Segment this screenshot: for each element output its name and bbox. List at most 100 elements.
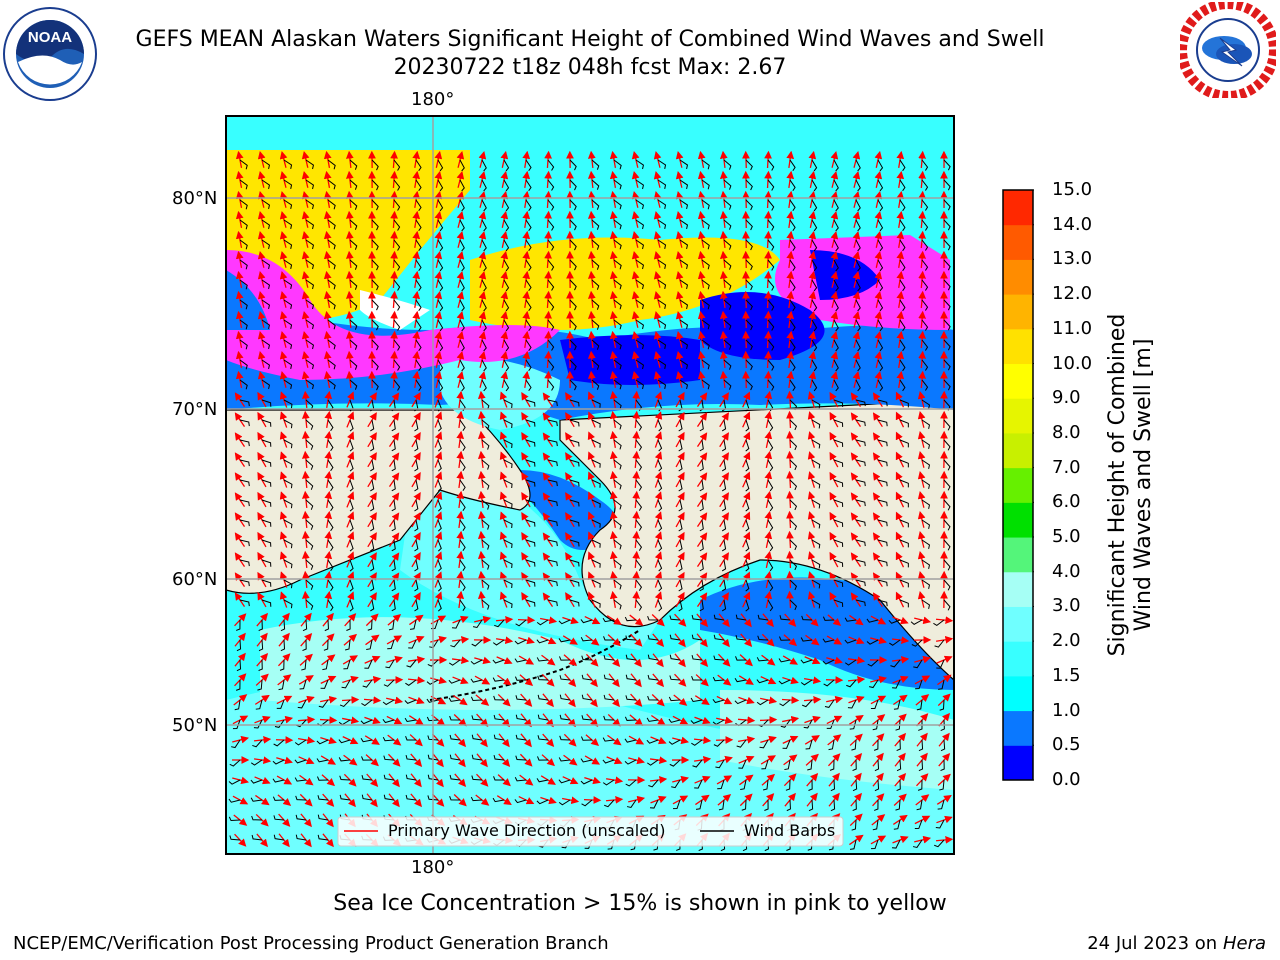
wind-barb — [591, 279, 600, 290]
wind-barb — [877, 239, 884, 252]
wind-barb — [789, 159, 796, 172]
wind-barb — [371, 259, 379, 271]
wind-barb — [701, 239, 710, 250]
wind-barb — [679, 199, 689, 210]
wind-barb — [503, 159, 510, 172]
wind-barb — [239, 379, 248, 390]
wind-barb — [679, 359, 689, 370]
wind-barb — [613, 199, 622, 210]
wind-barb — [305, 259, 315, 270]
wind-barb — [921, 199, 929, 211]
wind-barb — [921, 179, 929, 191]
wind-barb — [283, 299, 293, 309]
wind-barb — [899, 319, 906, 332]
wind-barb — [327, 199, 336, 210]
wind-barb — [261, 339, 271, 350]
wind-barb — [679, 219, 689, 230]
wind-barb — [481, 219, 487, 232]
colorbar-tick-label: 14.0 — [1052, 213, 1093, 235]
wind-barb — [811, 179, 818, 192]
wind-barb — [745, 179, 753, 191]
wind-barb — [393, 259, 401, 271]
colorbar-tick-label: 10.0 — [1052, 352, 1093, 374]
wind-barb — [481, 359, 487, 372]
wind-barb — [701, 199, 710, 210]
wind-barb — [569, 279, 577, 291]
colorbar-tick-label: 6.0 — [1052, 491, 1081, 513]
colorbar-tick-label: 7.0 — [1052, 456, 1081, 478]
wind-barb — [943, 199, 951, 211]
wind-barb — [767, 219, 775, 231]
wind-barb — [305, 199, 315, 210]
wind-barb — [437, 219, 444, 232]
wind-barb — [283, 379, 293, 389]
colorbar-tick-label: 8.0 — [1052, 421, 1081, 443]
wind-barb — [261, 379, 271, 390]
wind-barb — [877, 219, 884, 232]
wind-barb — [371, 379, 379, 391]
wind-barb — [415, 239, 422, 252]
lon-label-top: 180° — [411, 89, 455, 110]
wind-barb — [723, 279, 732, 290]
wind-barb — [525, 279, 532, 292]
wind-barb — [547, 199, 555, 211]
lat-label-50: 50°N — [172, 715, 218, 736]
wind-barb — [613, 179, 622, 190]
wind-barb — [657, 359, 667, 369]
wind-barb — [833, 279, 839, 292]
wind-barb — [811, 259, 818, 272]
chart-title: GEFS MEAN Alaskan Waters Significant Hei… — [135, 27, 1045, 52]
wind-barb — [679, 279, 689, 290]
wind-barb — [855, 259, 861, 272]
wind-barb — [393, 159, 401, 171]
wind-barb — [547, 259, 555, 271]
lat-label-70: 70°N — [172, 399, 218, 420]
wind-barb — [833, 239, 839, 252]
wind-barb — [393, 339, 401, 351]
wind-barb — [239, 239, 248, 250]
wind-barb — [635, 159, 644, 170]
legend-wave-label: Primary Wave Direction (unscaled) — [388, 821, 666, 840]
wind-barb — [899, 239, 906, 252]
wind-barb — [701, 219, 710, 230]
wind-barb — [415, 159, 422, 172]
wind-barb — [283, 319, 293, 329]
wind-barb — [437, 359, 444, 372]
wind-barb — [349, 299, 358, 310]
wind-barb — [855, 319, 861, 332]
wind-barb — [393, 179, 401, 191]
wind-barb — [569, 239, 577, 251]
wind-barb — [833, 159, 839, 172]
wind-barb — [283, 359, 293, 369]
wind-barb — [261, 199, 271, 210]
wind-barb — [437, 319, 444, 332]
wind-barb — [569, 159, 577, 171]
wind-barb — [547, 299, 555, 311]
wind-barb — [503, 359, 510, 372]
wind-barb — [591, 339, 600, 350]
wind-barb — [723, 339, 732, 350]
wind-barb — [613, 239, 622, 250]
colorbar-segment — [1003, 467, 1033, 503]
wind-barb — [547, 339, 555, 351]
wind-barb — [415, 259, 422, 272]
footer-host: Hera — [1222, 933, 1266, 954]
wind-barb — [723, 179, 732, 190]
wind-barb — [327, 279, 336, 290]
wind-barb — [349, 199, 358, 210]
wind-barb — [877, 299, 884, 312]
wind-barb — [569, 199, 577, 211]
wind-barb — [591, 159, 600, 170]
wind-barb — [371, 359, 379, 371]
wind-barb — [327, 219, 336, 230]
wind-barb — [349, 359, 358, 370]
wind-barb — [371, 239, 379, 251]
wind-barb — [569, 219, 577, 231]
wind-barb — [261, 319, 271, 330]
colorbar-title: Significant Height of Combined Wind Wave… — [1105, 305, 1157, 665]
wind-barb — [767, 279, 775, 291]
wind-barb — [239, 319, 248, 330]
wind-barb — [899, 219, 906, 232]
wind-barb — [613, 219, 622, 230]
wind-barb — [877, 339, 884, 352]
